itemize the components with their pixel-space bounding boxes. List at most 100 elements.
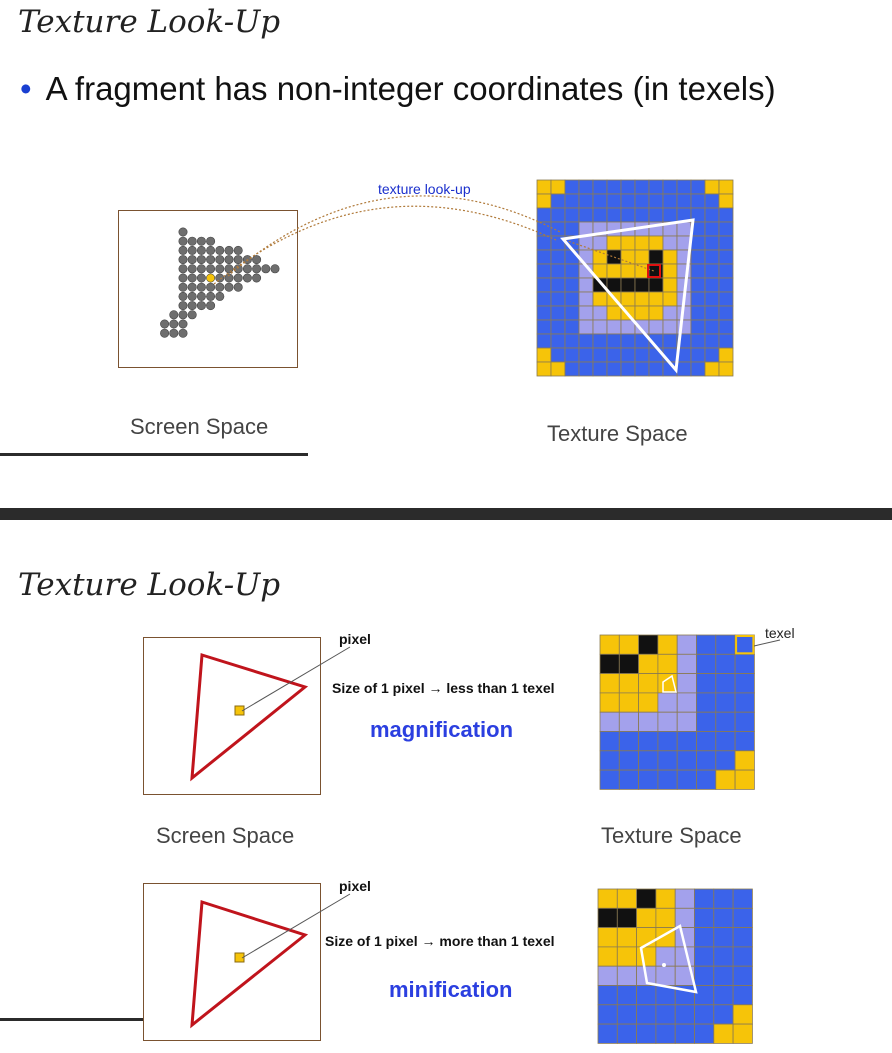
texel-cell <box>620 221 636 237</box>
texel-cell <box>620 319 636 335</box>
texel-cell <box>636 927 657 948</box>
texel-cell <box>696 673 717 694</box>
texel-cell <box>564 235 580 251</box>
texel-cell <box>657 634 678 655</box>
texel-cell <box>732 965 753 986</box>
texel-cell <box>648 277 664 293</box>
texel-cell <box>734 711 755 732</box>
texel-cell <box>715 692 736 713</box>
texel-cell <box>550 193 566 209</box>
texel-cell <box>732 927 753 948</box>
texel-cell <box>690 291 706 307</box>
texel-cell <box>676 634 697 655</box>
lookup-label: texture look-up <box>378 181 471 197</box>
texel-cell <box>676 711 697 732</box>
texel-cell <box>718 221 734 237</box>
texel-cell <box>655 1004 676 1025</box>
texel-cell <box>606 179 622 195</box>
texel-cell <box>634 319 650 335</box>
texel-cell <box>657 769 678 790</box>
slide-divider <box>0 508 892 520</box>
texel-cell <box>715 653 736 674</box>
texel-cell <box>713 907 734 928</box>
texel-cell <box>690 193 706 209</box>
texel-cell <box>734 673 755 694</box>
texel-cell <box>648 333 664 349</box>
texel-cell <box>620 305 636 321</box>
texel-cell <box>718 361 734 377</box>
texel-cell <box>676 305 692 321</box>
texel-cell <box>550 207 566 223</box>
texel-cell <box>676 769 697 790</box>
texel-cell <box>690 235 706 251</box>
texel-cell <box>674 888 695 909</box>
texel-cell <box>550 305 566 321</box>
slide2-title: Texture Look-Up <box>18 567 281 603</box>
texel-cell <box>638 711 659 732</box>
texel-cell <box>578 319 594 335</box>
texel-cell <box>690 361 706 377</box>
slide2-underline <box>0 1018 143 1021</box>
texel-cell <box>550 221 566 237</box>
texel-cell <box>674 907 695 928</box>
texel-cell <box>592 179 608 195</box>
texel-cell <box>606 277 622 293</box>
texel-cell <box>676 347 692 363</box>
texel-cell <box>550 319 566 335</box>
texel-cell <box>620 193 636 209</box>
texel-cell <box>620 179 636 195</box>
texel-cell <box>578 305 594 321</box>
texel-cell <box>655 927 676 948</box>
texel-cell <box>597 1023 618 1044</box>
texel-cell <box>638 769 659 790</box>
texel-cell <box>718 179 734 195</box>
texel-cell <box>648 347 664 363</box>
bullet-dot-icon: • <box>20 70 32 107</box>
texel-cell <box>620 207 636 223</box>
texel-cell <box>704 305 720 321</box>
texel-cell <box>620 361 636 377</box>
texel-cell <box>676 653 697 674</box>
texel-cell <box>676 319 692 335</box>
texel-cell <box>636 1004 657 1025</box>
texel-cell <box>592 249 608 265</box>
texel-cell <box>597 1004 618 1025</box>
texel-cell <box>662 305 678 321</box>
texel-cell <box>564 277 580 293</box>
texel-cell <box>732 1004 753 1025</box>
texel-cell <box>676 263 692 279</box>
texel-cell <box>676 750 697 771</box>
texel-cell <box>636 946 657 967</box>
texel-cell <box>616 965 637 986</box>
texel-cell <box>674 965 695 986</box>
texel-cell <box>690 347 706 363</box>
texel-cell <box>676 277 692 293</box>
size-text-mag: Size of 1 pixel → less than 1 texel <box>332 680 555 696</box>
texel-cell <box>718 291 734 307</box>
texel-cell <box>578 235 594 251</box>
texel-cell <box>634 235 650 251</box>
texel-cell <box>676 361 692 377</box>
texel-cell <box>592 291 608 307</box>
texel-cell <box>592 347 608 363</box>
texel-cell <box>674 1004 695 1025</box>
texel-cell <box>676 291 692 307</box>
texel-cell <box>634 193 650 209</box>
texel-cell <box>694 888 715 909</box>
size-text-min: Size of 1 pixel → more than 1 texel <box>325 933 555 949</box>
texel-cell <box>592 263 608 279</box>
texel-cell <box>592 193 608 209</box>
texel-cell <box>606 347 622 363</box>
texel-cell <box>564 291 580 307</box>
texel-cell <box>536 263 552 279</box>
texel-cell <box>618 731 639 752</box>
texel-cell <box>704 319 720 335</box>
texel-cell <box>592 333 608 349</box>
texel-cell <box>536 319 552 335</box>
texel-cell <box>616 927 637 948</box>
texel-cell <box>618 673 639 694</box>
texel-cell <box>634 333 650 349</box>
texel-cell <box>536 277 552 293</box>
